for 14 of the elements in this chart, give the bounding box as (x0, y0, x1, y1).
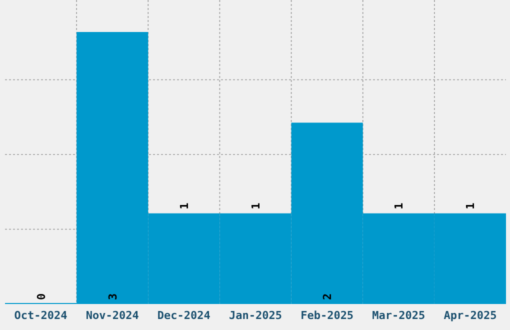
data-label: 1 (250, 202, 262, 210)
data-label: 1 (464, 202, 478, 210)
x-tick-label: Dec-2024 (157, 309, 211, 322)
x-tick-label: Jan-2025 (229, 309, 282, 322)
data-label: 1 (392, 202, 406, 210)
data-label: 3 (106, 293, 120, 300)
x-tick-label: Apr-2025 (444, 309, 497, 322)
data-label: 2 (321, 293, 334, 300)
x-tick-label: Nov-2024 (86, 309, 140, 322)
x-tick-label: Feb-2025 (300, 309, 354, 322)
data-label: 0 (34, 293, 48, 300)
x-tick-label: Mar-2025 (372, 309, 426, 322)
x-tick-label: Oct-2024 (14, 309, 68, 322)
data-label: 1 (178, 202, 191, 210)
